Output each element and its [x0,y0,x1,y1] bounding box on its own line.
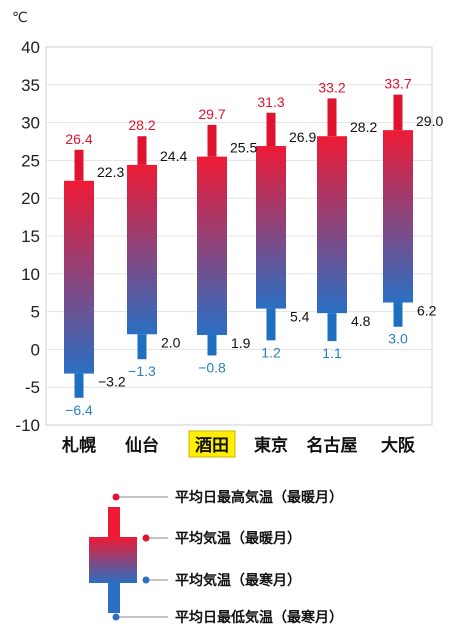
x-category-label: 札幌 [61,435,96,455]
candle [64,149,94,398]
y-tick-label: -10 [15,416,40,435]
y-tick-label: -5 [25,378,40,397]
legend-wick-bottom [108,583,120,613]
x-category-label: 大阪 [381,435,415,455]
label-min-cold: 1.1 [322,345,342,361]
candle [127,136,157,360]
label-max-warm: 33.7 [384,76,411,92]
label-avg-warm: 29.0 [416,113,443,129]
label-min-cold: −0.8 [198,359,226,375]
x-category-label: 仙台 [125,435,159,455]
x-category-label: 酒田 [195,435,229,455]
label-avg-cold: 1.9 [231,335,251,351]
legend-dot-2 [142,534,150,542]
y-tick-label: 25 [21,151,40,170]
plot-frame [45,46,433,426]
label-max-warm: 31.3 [257,94,284,110]
label-avg-cold: 4.8 [351,313,371,329]
wick-bottom [74,373,84,398]
label-avg-cold: −3.2 [98,374,126,390]
candle-box [127,164,157,335]
legend-box [89,537,137,583]
label-min-cold: −6.4 [65,402,93,418]
wick-bottom [207,335,217,356]
label-avg-warm: 28.2 [350,119,377,135]
label-avg-cold: 6.2 [417,303,437,319]
wick-top [327,98,337,137]
y-tick-label: 0 [31,340,40,359]
y-tick-label: 20 [21,189,40,208]
x-axis-categories: 札幌 仙台 酒田 東京 名古屋 大阪 [61,430,415,458]
candles [64,94,413,398]
label-avg-warm: 26.9 [289,129,316,145]
y-tick-label: 35 [21,76,40,95]
legend-dot-3 [142,576,150,584]
candle [197,124,227,356]
label-min-cold: 1.2 [261,344,281,360]
wick-bottom [137,334,147,360]
wick-top [266,112,276,147]
wick-top [137,136,147,165]
y-tick-label: 15 [21,227,40,246]
unit-label: ℃ [12,9,28,25]
label-max-warm: 29.7 [198,106,225,122]
wick-top [393,94,403,131]
label-max-warm: 28.2 [128,117,155,133]
y-tick-label: 5 [31,303,40,322]
wick-top [74,149,84,181]
x-category-label: 名古屋 [307,435,358,455]
label-avg-cold: 5.4 [290,309,310,325]
label-min-cold: −1.3 [128,363,156,379]
x-category-label: 東京 [254,435,288,455]
y-tick-label: 10 [21,265,40,284]
wick-top [207,124,217,157]
candle-box [317,136,347,314]
candle-box [197,156,227,336]
highlight-box [188,430,236,458]
label-min-cold: 3.0 [388,331,408,347]
candle [256,112,286,341]
candle [317,98,347,342]
label-avg-warm: 22.3 [97,164,124,180]
candle-box [256,146,286,309]
legend-avg-cold: 平均気温（最寒月） [175,572,301,588]
legend-dot-4 [112,613,120,621]
label-max-warm: 33.2 [318,79,345,95]
candle [383,94,413,327]
legend-dot-1 [112,493,120,501]
grid [46,46,432,426]
label-avg-warm: 25.5 [230,140,257,156]
y-tick-label: 40 [21,38,40,57]
wick-bottom [393,302,403,327]
label-max-warm: 26.4 [65,131,92,147]
legend-avg-warm: 平均気温（最暖月） [175,530,301,546]
y-tick-label: 30 [21,114,40,133]
candle-box [64,180,94,374]
label-avg-cold: 2.0 [161,334,181,350]
legend-min-cold: 平均日最低気温（最寒月） [175,609,343,625]
legend-wick-top [108,507,120,537]
legend-max-warm: 平均日最高気温（最暖月） [175,489,343,505]
value-labels: 26.4 22.3 −3.2 −6.4 28.2 24.4 2.0 −1.3 29.7 25.5 1… [65,76,443,418]
label-avg-warm: 24.4 [160,148,187,164]
wick-bottom [266,308,276,341]
y-axis-ticks: 40 35 30 25 20 15 10 5 0 -5 -10 [15,38,40,435]
wick-bottom [327,313,337,342]
candle-box [383,130,413,303]
legend: 平均日最高気温（最暖月） 平均気温（最暖月） 平均気温（最寒月） 平均日最低気温… [89,489,343,625]
